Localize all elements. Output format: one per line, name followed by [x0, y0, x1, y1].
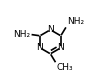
Text: NH₂: NH₂ — [67, 17, 84, 26]
Text: N: N — [37, 43, 43, 52]
Text: N: N — [47, 25, 54, 34]
Text: N: N — [57, 43, 64, 52]
Text: CH₃: CH₃ — [56, 63, 73, 72]
Text: NH₂: NH₂ — [13, 30, 30, 39]
